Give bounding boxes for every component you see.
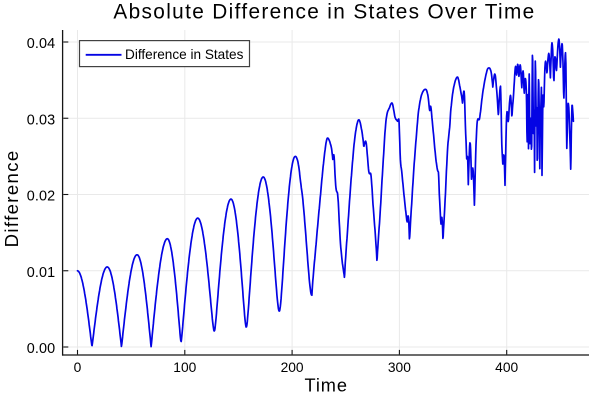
svg-text:0.02: 0.02 <box>27 189 55 205</box>
svg-text:0.00: 0.00 <box>27 341 55 357</box>
svg-text:Absolute Difference in States: Absolute Difference in States Over Time <box>113 1 535 24</box>
svg-text:300: 300 <box>388 360 411 375</box>
svg-text:Time: Time <box>305 375 348 395</box>
svg-text:200: 200 <box>281 360 304 375</box>
svg-text:0: 0 <box>74 360 82 375</box>
svg-text:Difference in States: Difference in States <box>125 47 244 62</box>
svg-text:400: 400 <box>495 360 518 375</box>
svg-text:0.01: 0.01 <box>27 265 55 281</box>
svg-text:Difference: Difference <box>1 149 22 247</box>
svg-text:100: 100 <box>173 360 196 375</box>
svg-text:0.04: 0.04 <box>27 36 55 52</box>
svg-text:0.03: 0.03 <box>27 112 55 128</box>
